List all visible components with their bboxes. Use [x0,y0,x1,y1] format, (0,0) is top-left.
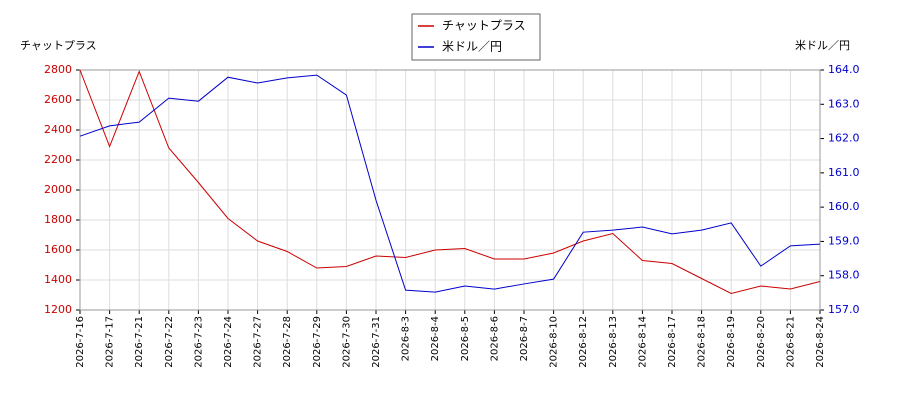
x-tick-label: 2026-8-7 [519,316,530,361]
x-tick-label: 2026-7-28 [282,316,293,368]
x-tick-label: 2026-7-24 [223,316,234,368]
y-tick-label: 2000 [44,183,72,196]
x-tick-label: 2026-7-21 [134,316,145,368]
x-tick-label: 2026-7-30 [341,316,352,368]
x-tick-label: 2026-7-29 [312,316,323,368]
legend-label: チャットプラス [442,19,526,33]
y2-tick-label: 164.0 [828,63,860,76]
y-axis-title: チャットプラス [20,39,97,52]
y-tick-label: 1800 [44,213,72,226]
y2-tick-label: 160.0 [828,200,860,213]
x-tick-label: 2026-8-24 [815,316,826,368]
legend-label: 米ドル／円 [442,40,502,54]
x-tick-label: 2026-8-6 [489,316,500,361]
x-tick-label: 2026-8-21 [785,316,796,368]
y-tick-label: 2400 [44,123,72,136]
x-tick-label: 2026-7-23 [193,316,204,368]
x-tick-label: 2026-8-19 [726,316,737,368]
x-tick-label: 2026-7-17 [105,316,116,368]
y2-tick-label: 159.0 [828,234,860,247]
y2-tick-label: 162.0 [828,132,860,145]
y2-axis-title: 米ドル／円 [795,39,850,52]
x-tick-label: 2026-8-10 [549,316,560,368]
y-tick-label: 2600 [44,93,72,106]
y-tick-label: 2200 [44,153,72,166]
line-series [79,69,821,295]
y2-tick-label: 157.0 [828,303,860,316]
x-tick-label: 2026-7-16 [75,316,86,368]
y-tick-label: 1600 [44,243,72,256]
x-tick-label: 2026-7-27 [253,316,264,368]
x-tick-label: 2026-8-18 [697,316,708,368]
legend-box [411,13,541,61]
x-tick-label: 2026-7-22 [164,316,175,368]
y-tick-label: 2800 [44,63,72,76]
plot-frame [79,69,821,311]
x-tick-label: 2026-8-14 [637,316,648,368]
x-tick-label: 2026-8-5 [460,316,471,361]
x-tick-label: 2026-8-20 [756,316,767,368]
y-tick-label: 1400 [44,273,72,286]
x-tick-label: 2026-8-3 [401,316,412,361]
x-tick-label: 2026-8-4 [430,316,441,361]
x-tick-label: 2026-8-17 [667,316,678,368]
line-series [79,74,821,293]
y2-tick-label: 161.0 [828,166,860,179]
x-tick-label: 2026-8-13 [608,316,619,368]
y-tick-label: 1200 [44,303,72,316]
x-tick-label: 2026-8-12 [578,316,589,368]
y2-tick-label: 158.0 [828,269,860,282]
y2-tick-label: 163.0 [828,97,860,110]
x-tick-label: 2026-7-31 [371,316,382,368]
